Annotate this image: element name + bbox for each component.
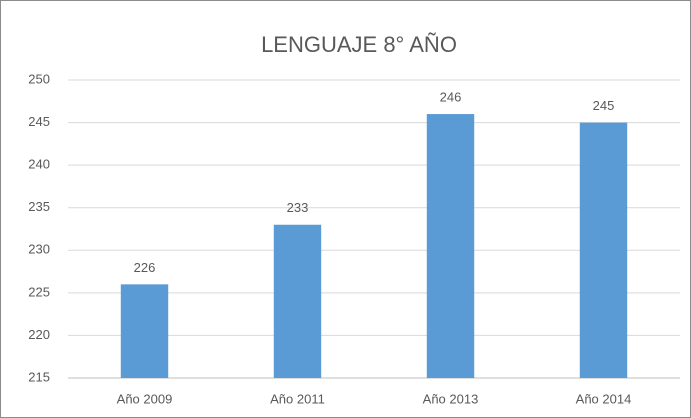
y-tick-label: 250 — [28, 71, 50, 86]
chart-title: LENGUAJE 8° AÑO — [261, 32, 457, 57]
y-tick-label: 225 — [28, 284, 50, 299]
x-tick-label: Año 2014 — [576, 391, 632, 406]
data-label: 226 — [134, 260, 156, 275]
y-tick-label: 215 — [28, 369, 50, 384]
y-tick-label: 245 — [28, 114, 50, 129]
bar — [426, 114, 475, 379]
bar — [120, 284, 169, 378]
x-tick-label: Año 2011 — [270, 391, 325, 406]
x-tick-label: Año 2013 — [423, 391, 479, 406]
bar — [273, 224, 322, 378]
data-label: 245 — [593, 98, 615, 113]
y-tick-label: 235 — [28, 199, 50, 214]
y-tick-label: 240 — [28, 157, 50, 172]
x-tick-label: Año 2009 — [117, 391, 173, 406]
y-tick-label: 230 — [28, 242, 50, 257]
y-tick-label: 220 — [28, 327, 50, 342]
bar — [579, 122, 628, 378]
data-label: 246 — [440, 89, 462, 104]
data-label: 233 — [287, 200, 309, 215]
